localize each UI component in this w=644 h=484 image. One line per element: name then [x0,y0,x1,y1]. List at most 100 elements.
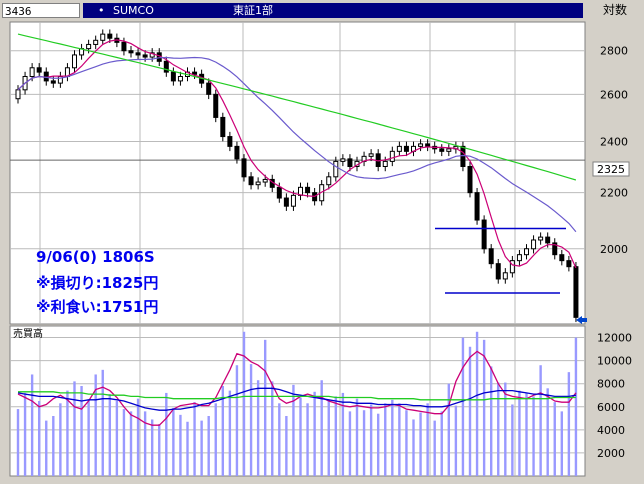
volume-bar [405,410,408,476]
volume-bar [384,403,387,476]
volume-bar [165,392,168,476]
volume-bar [207,416,210,476]
volume-bar [320,380,323,476]
volume-bar [179,414,182,476]
price-tick-label: 2800 [600,45,628,58]
volume-bar [306,403,309,476]
volume-bar [45,420,48,476]
volume-bar [369,404,373,476]
volume-bar [560,411,564,476]
stock-code-field[interactable]: 3436 [2,3,80,18]
volume-bar [567,372,571,476]
annotation-take-profit: ※利食い:1751円 [36,298,159,316]
candle-body [566,260,572,268]
volume-tick-label: 8000 [597,378,625,391]
volume-bars [16,331,578,476]
volume-bar [468,346,472,476]
volume-bar [292,384,295,476]
candle-body [262,178,268,183]
current-price-box [592,161,630,177]
volume-bar [355,398,359,476]
volume-bar [278,403,281,476]
candle-body [206,82,212,95]
volume-bar [129,411,133,476]
volume-bar [37,401,41,476]
volume-tick-label: 6000 [597,401,625,414]
candle-body [552,242,558,256]
market-name: 東証1部 [233,4,273,17]
volume-bar [16,409,20,476]
volume-bar [553,402,556,476]
candle-body [396,145,402,152]
volume-bar [525,392,528,476]
volume-bar [454,405,458,476]
candle-body [15,89,21,100]
volume-bar [419,412,422,476]
annotation-date-signal: 9/06(0) 1806S [36,248,155,266]
volume-bar [440,411,443,476]
volume-bar [334,396,338,476]
volume-bar [461,337,465,476]
candle-body [241,158,247,178]
log-scale-toggle[interactable]: 対数 [602,3,627,17]
candle-body [545,236,551,244]
candle-body [531,239,537,250]
candle-body [559,254,565,262]
candle-body [347,158,353,167]
volume-bar [475,331,479,476]
volume-bar [263,339,267,476]
candle-body [340,158,346,162]
volume-bar [108,394,112,476]
candle-body [446,148,452,152]
volume-bar [23,392,27,476]
volume-bar [327,399,330,476]
volume-bar [235,365,239,476]
volume-bar [30,374,34,476]
volume-bar [186,421,189,476]
annotation-stop-loss: ※損切り:1825円 [36,274,159,292]
candle-body [29,67,35,77]
latest-arrow-icon [576,316,587,324]
volume-bar [101,369,104,476]
volume-panel [9,325,586,477]
candle-body [283,197,289,207]
volume-bar [426,403,429,476]
volume-ma-short-line [17,350,577,426]
volume-bar [271,381,274,476]
candle-body [326,176,332,186]
volume-bar [313,391,316,476]
volume-bar [249,364,253,476]
volume-bar [66,390,69,476]
volume-ma-lines [17,350,577,426]
volume-bar [532,396,535,476]
candle-body [213,93,219,118]
volume-bar [412,419,415,476]
volume-bar [348,411,352,476]
candle-body [290,194,296,207]
volume-bar [150,419,154,476]
y-axis-labels: 2800 2600 2400 2200 2000 12000 10000 8000 6000 40… [597,45,632,460]
candle-body [439,148,445,152]
candle-body [234,145,240,160]
volume-bar [256,380,260,476]
volume-bar [193,402,196,476]
price-tick-label: 2400 [600,135,628,148]
volume-bar [398,403,401,476]
price-tick-label: 2000 [600,243,628,256]
candle-body [255,181,261,186]
volume-bar [200,420,203,476]
candle-body [72,54,77,69]
volume-tick-label: 2000 [597,447,625,460]
candle-body [192,71,198,75]
volume-bar [574,337,578,476]
candle-body [305,186,311,194]
candle-body [93,39,99,45]
volume-bar [94,374,97,476]
candle-body [220,116,226,138]
candle-body [43,71,49,82]
candle-body [86,43,92,50]
volume-bar [221,386,225,476]
price-tick-label: 2600 [600,88,628,101]
volume-bar [546,388,549,476]
